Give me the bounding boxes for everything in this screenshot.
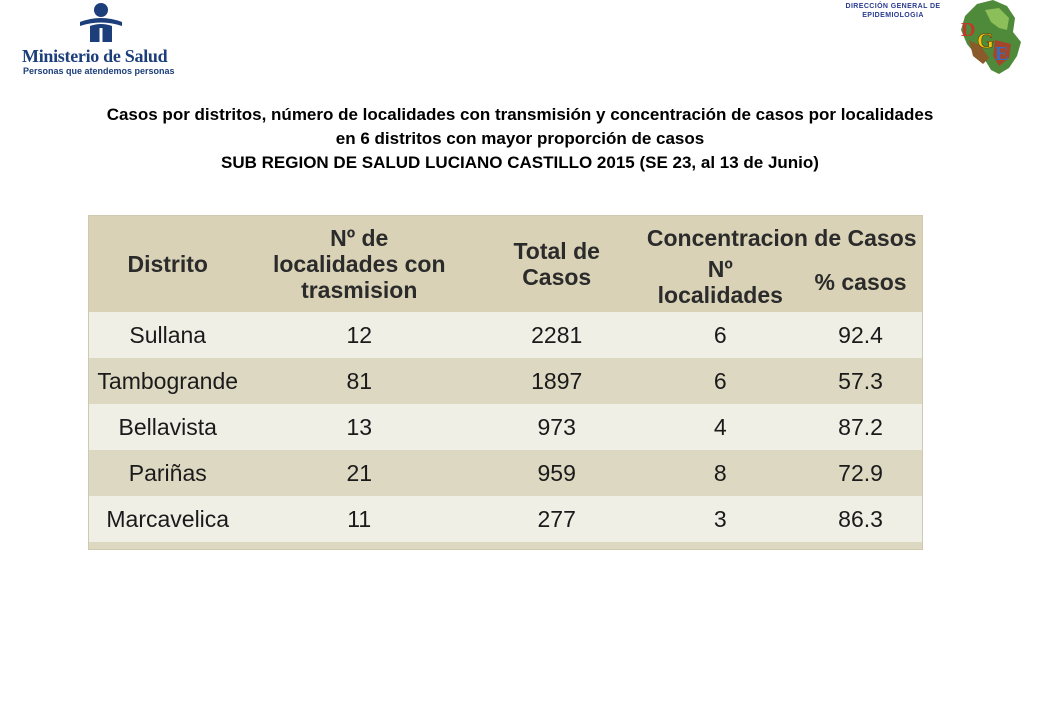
cell-localidades: 81 — [246, 358, 472, 404]
cell-total: 1897 — [471, 358, 642, 404]
cell-pct-casos: 72.9 — [799, 450, 922, 496]
dge-caption-line1: DIRECCIÓN GENERAL DE — [845, 3, 941, 10]
cell-distrito: Tambogrande — [89, 358, 247, 404]
cell-localidades: 12 — [246, 312, 472, 358]
cell-pct-casos: 92.4 — [799, 312, 922, 358]
cell-total: 973 — [471, 404, 642, 450]
header-total: Total de Casos — [471, 216, 642, 312]
cell-pct-casos: 87.2 — [799, 404, 922, 450]
dge-caption: DIRECCIÓN GENERAL DE EPIDEMIOLOGIA — [830, 2, 956, 20]
ministerio-de-salud-logo: Ministerio de Salud Personas que atendem… — [20, 2, 175, 76]
table-row: Tambogrande 81 1897 6 57.3 — [89, 358, 922, 404]
header-n-localidades: Nº localidades — [641, 252, 800, 312]
cell-total: 2281 — [471, 312, 642, 358]
page-title-block: Casos por distritos, número de localidad… — [0, 103, 1040, 175]
header-distrito: Distrito — [89, 216, 247, 312]
cell-n-localidades: 6 — [641, 358, 800, 404]
table-row: Pariñas 21 959 8 72.9 — [89, 450, 922, 496]
dge-caption-line2: EPIDEMIOLOGIA — [862, 12, 924, 19]
cell-n-localidades: 6 — [641, 312, 800, 358]
title-line-3: SUB REGION DE SALUD LUCIANO CASTILLO 201… — [221, 153, 819, 172]
cell-total: 277 — [471, 496, 642, 542]
cell-n-localidades: 3 — [641, 496, 800, 542]
cell-localidades: 21 — [246, 450, 472, 496]
cell-n-localidades: 8 — [641, 450, 800, 496]
title-line-2: en 6 distritos con mayor proporción de c… — [335, 129, 705, 148]
cell-distrito: Sullana — [89, 312, 247, 358]
cell-distrito: Bellavista — [89, 404, 247, 450]
cases-table: Distrito Nº de localidades con trasmisio… — [89, 216, 922, 542]
table-row: Sullana 12 2281 6 92.4 — [89, 312, 922, 358]
svg-text:G: G — [977, 28, 994, 53]
header-pct-casos: % casos — [799, 252, 922, 312]
dge-peru-map-logo-icon: D G E — [961, 0, 1021, 74]
header-concentracion: Concentracion de Casos — [641, 216, 922, 252]
table-row: Marcavelica 11 277 3 86.3 — [89, 496, 922, 542]
cell-localidades: 13 — [246, 404, 472, 450]
svg-text:D: D — [961, 19, 975, 41]
cell-n-localidades: 4 — [641, 404, 800, 450]
cell-total: 959 — [471, 450, 642, 496]
cell-pct-casos: 86.3 — [799, 496, 922, 542]
title-line-1: Casos por distritos, número de localidad… — [106, 105, 934, 124]
cell-pct-casos: 57.3 — [799, 358, 922, 404]
header-localidades: Nº de localidades con trasmision — [246, 216, 472, 312]
ministry-name: Ministerio de Salud — [22, 46, 168, 66]
cell-localidades: 11 — [246, 496, 472, 542]
cell-distrito: Marcavelica — [89, 496, 247, 542]
svg-text:E: E — [995, 43, 1008, 65]
table-row: Bellavista 13 973 4 87.2 — [89, 404, 922, 450]
cell-distrito: Pariñas — [89, 450, 247, 496]
cases-table-container: Distrito Nº de localidades con trasmisio… — [88, 215, 923, 550]
ministry-slogan: Personas que atendemos personas — [23, 66, 175, 76]
ministerio-de-salud-logo-icon — [80, 3, 122, 42]
